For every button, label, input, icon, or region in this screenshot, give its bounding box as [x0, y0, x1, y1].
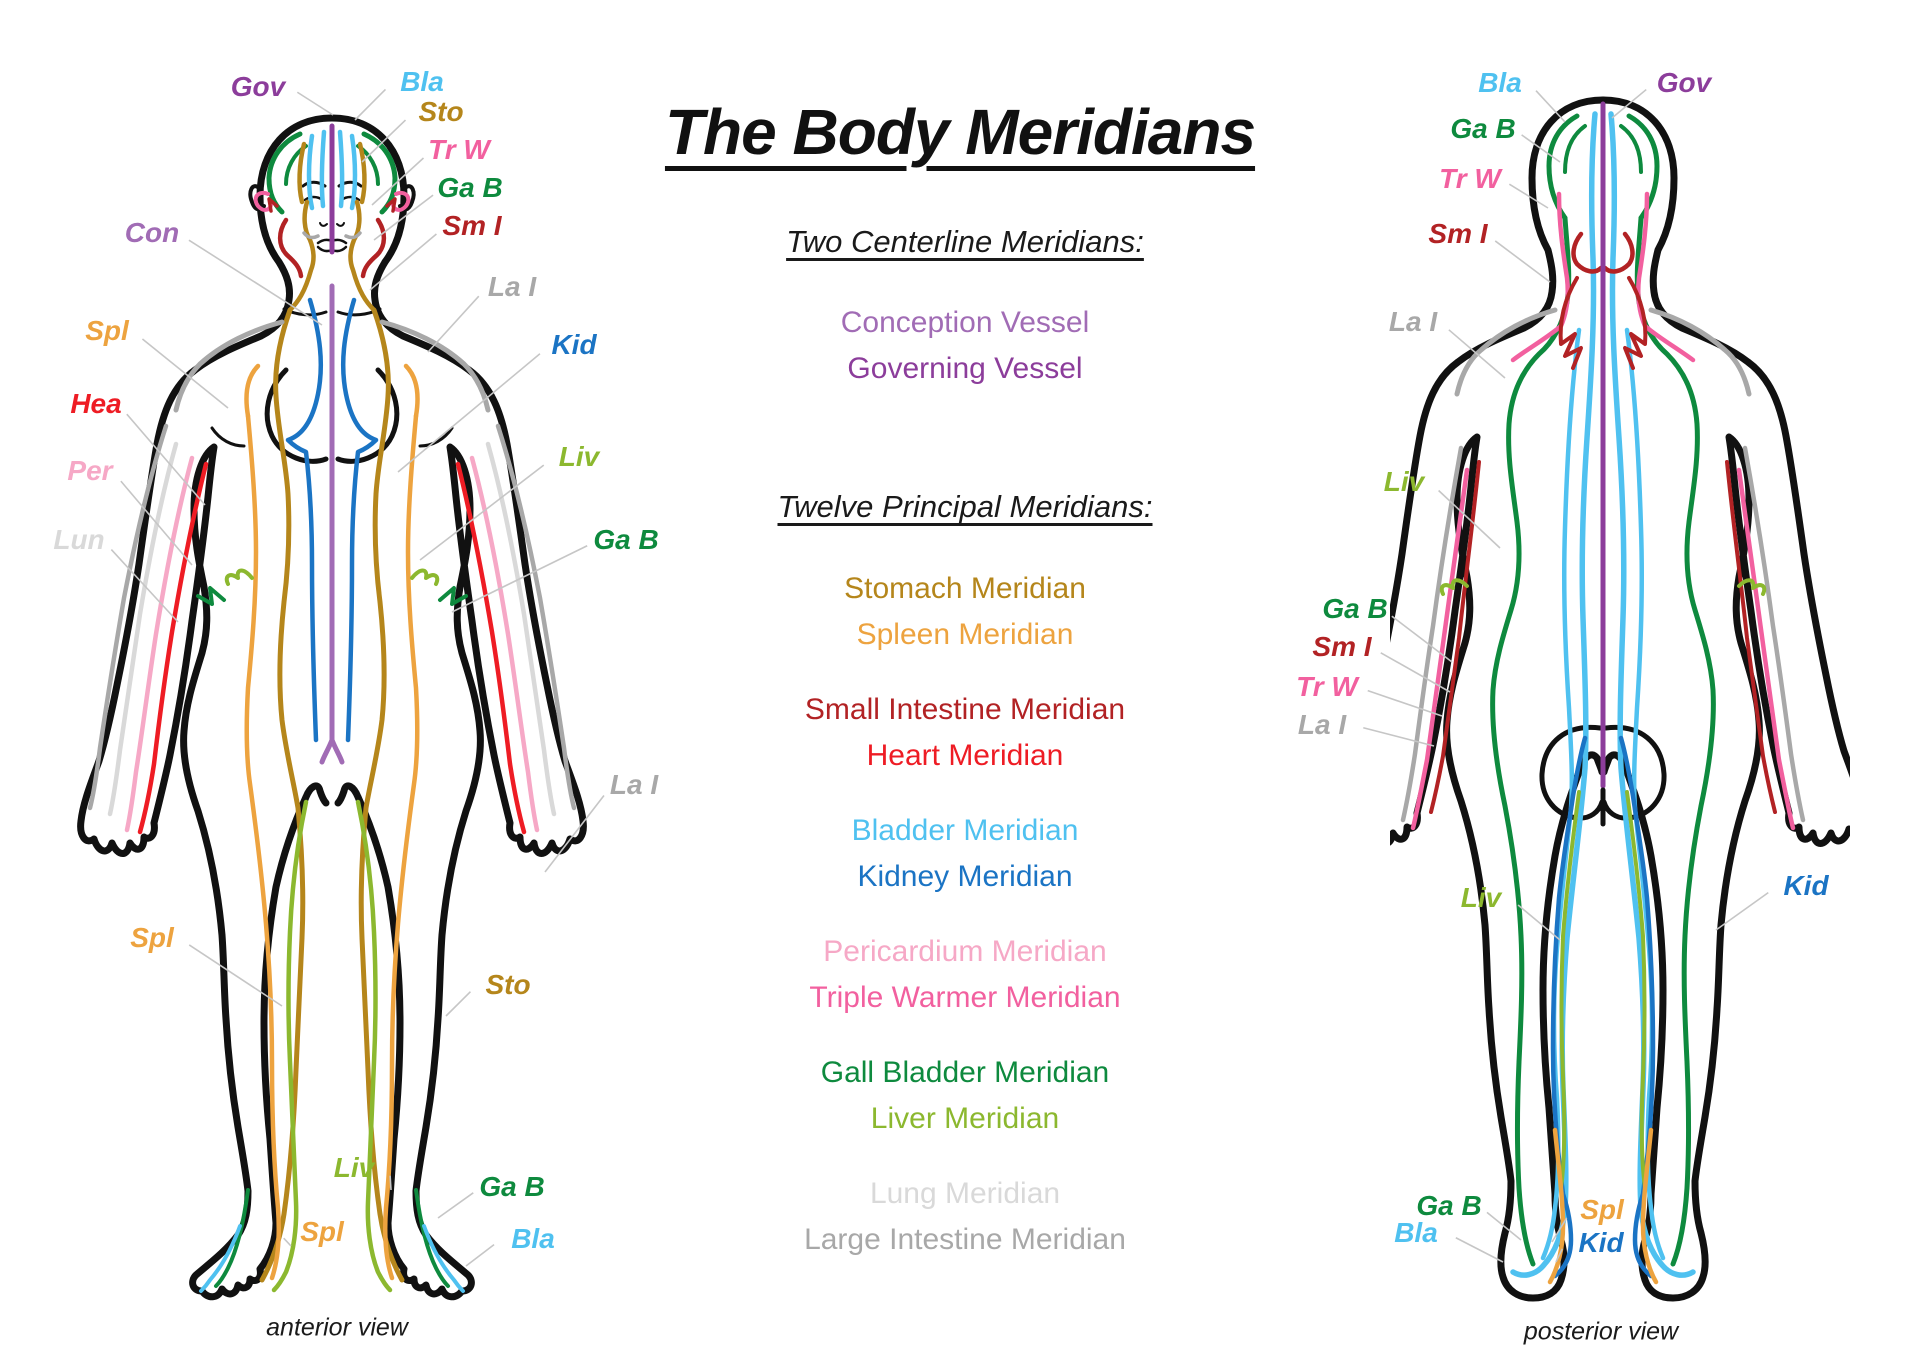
anterior-label-sto: Sto [418, 96, 464, 127]
collarbone [336, 307, 382, 317]
posterior-label-tr-w: Tr W [1439, 163, 1501, 194]
large-intestine-meridian-line [1742, 445, 1806, 823]
triple-warmer-meridian-line [1736, 467, 1796, 831]
legend-group: Stomach Meridian Spleen Meridian [620, 566, 1310, 658]
posterior-view-caption: posterior view [1523, 1317, 1679, 1346]
anterior-label-hea: Hea [70, 388, 122, 419]
conception-vessel-line [319, 283, 345, 765]
legend-item-lung-meridian: Lung Meridian [869, 1177, 1061, 1210]
posterior-label-liv: Liv [1460, 882, 1502, 913]
nostril [336, 222, 345, 227]
posterior-label-kid: Kid [1783, 870, 1829, 901]
liver-meridian-line [1737, 578, 1767, 596]
legend-item-stomach-meridian: Stomach Meridian [844, 572, 1086, 605]
legend-group: Bladder Meridian Kidney Meridian [620, 808, 1310, 900]
posterior-label-la-i: La I [1297, 709, 1347, 740]
posterior-label-ga-b: Ga B [1416, 1190, 1482, 1221]
small-intestine-meridian-line [1623, 276, 1648, 370]
anterior-label-con: Con [124, 217, 180, 248]
legend-item-triple-warmer-meridian: Triple Warmer Meridian [809, 981, 1121, 1014]
legend-group: Lung Meridian Large Intestine Meridian [620, 1171, 1310, 1263]
page-title: The Body Meridians [664, 95, 1256, 168]
anterior-label-bla: Bla [400, 66, 444, 97]
legend-item-pericardium-meridian: Pericardium Meridian [823, 935, 1107, 968]
legend-item-spleen-meridian: Spleen Meridian [856, 618, 1074, 651]
posterior-label-ga-b: Ga B [1450, 113, 1516, 144]
legend-group: Small Intestine Meridian Heart Meridian [620, 687, 1310, 779]
posterior-label-spl: Spl [1580, 1194, 1624, 1225]
bladder-meridian-line [349, 133, 358, 211]
anterior-label-la-i: La I [487, 271, 537, 302]
posterior-label-bla: Bla [1394, 1217, 1438, 1248]
posterior-label-gov: Gov [1656, 67, 1712, 98]
gallbladder-meridian-line [414, 1188, 450, 1288]
posterior-label-bla: Bla [1478, 67, 1522, 98]
stomach-meridian-line [357, 141, 367, 205]
small-intestine-meridian-line [1725, 460, 1777, 814]
principal-meridians-header: Twelve Principal Meridians: [777, 489, 1153, 524]
anterior-label-spl: Spl [130, 922, 174, 953]
legend-group: Gall Bladder Meridian Liver Meridian [620, 1050, 1310, 1142]
large-intestine-meridian-line [1648, 307, 1752, 397]
anterior-label-gov: Gov [230, 71, 286, 102]
legend-item-conception-vessel: Conception Vessel [840, 306, 1090, 339]
legend-item-heart-meridian: Heart Meridian [866, 739, 1064, 772]
anterior-label-liv: Liv [333, 1152, 375, 1183]
anterior-label-ga-b: Ga B [437, 172, 503, 203]
legend-item-kidney-meridian: Kidney Meridian [857, 860, 1073, 893]
anterior-label-spl: Spl [85, 315, 129, 346]
spleen-meridian-line [1640, 1127, 1659, 1285]
anterior-label-sto: Sto [485, 969, 531, 1000]
posterior-label-kid: Kid [1578, 1227, 1624, 1258]
centerline-meridians-list: Conception Vessel Governing Vessel [620, 300, 1310, 392]
posterior-label-la-i: La I [1388, 306, 1438, 337]
kidney-meridian-line [340, 297, 379, 743]
legend-item-small-intestine-meridian: Small Intestine Meridian [804, 693, 1126, 726]
posterior-label-sm-i: Sm I [1428, 218, 1488, 249]
bladder-meridian-line [422, 1224, 465, 1293]
gallbladder-meridian-line [1619, 124, 1643, 174]
kidney-meridian-line [1618, 735, 1656, 1279]
gallbladder-meridian-line [1634, 215, 1716, 1267]
liver-meridian-line [410, 568, 440, 586]
legend-item-gall-bladder-meridian: Gall Bladder Meridian [820, 1056, 1110, 1089]
bladder-meridian-line [337, 129, 345, 209]
posterior-label-ga-b: Ga B [1322, 593, 1388, 624]
anterior-label-sm-i: Sm I [442, 210, 502, 241]
anterior-label-bla: Bla [511, 1223, 555, 1254]
large-intestine-meridian-line [344, 231, 362, 240]
legend-item-large-intestine-meridian: Large Intestine Meridian [804, 1223, 1126, 1256]
principal-meridians-list: Stomach Meridian Spleen Meridian Small Int… [620, 566, 1310, 1292]
small-intestine-meridian-line [1602, 231, 1635, 274]
centerline-meridians-header: Two Centerline Meridians: [786, 224, 1144, 259]
posterior-label-tr-w: Tr W [1296, 671, 1358, 702]
anterior-label-ga-b: Ga B [593, 524, 659, 555]
anterior-label-liv: Liv [558, 441, 600, 472]
liver-meridian-line [355, 799, 393, 1293]
legend-item-bladder-meridian: Bladder Meridian [851, 814, 1079, 847]
buttock-curve [1601, 724, 1667, 821]
anterior-label-tr-w: Tr W [428, 134, 490, 165]
anterior-label-lun: Lun [53, 524, 105, 555]
posterior-label-liv: Liv [1383, 466, 1425, 497]
legend-group: Pericardium Meridian Triple Warmer Meridi… [620, 929, 1310, 1021]
posterior-body-illustration [1390, 96, 1850, 1302]
stomach-meridian-line [348, 199, 377, 313]
legend-item-governing-vessel: Governing Vessel [847, 352, 1083, 385]
legend-item-liver-meridian: Liver Meridian [870, 1102, 1060, 1135]
anterior-label-kid: Kid [551, 329, 597, 360]
liver-meridian-line [1625, 790, 1647, 1190]
anterior-label-ga-b: Ga B [479, 1171, 545, 1202]
posterior-label-sm-i: Sm I [1312, 631, 1372, 662]
anterior-label-spl: Spl [300, 1216, 344, 1247]
anterior-view-caption: anterior view [266, 1313, 408, 1342]
anterior-label-per: Per [67, 455, 113, 486]
spleen-meridian-line [383, 413, 420, 1281]
anterior-label-la-i: La I [609, 769, 659, 800]
